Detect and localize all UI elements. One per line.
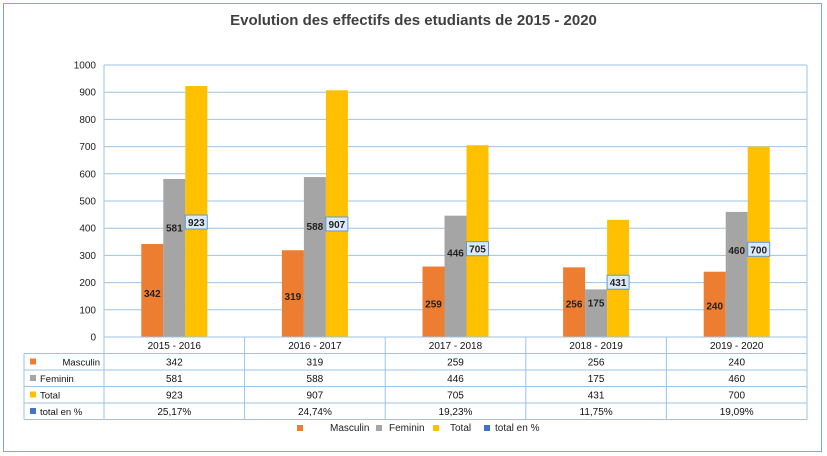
data-label: 342 [144, 289, 161, 300]
y-tick-label: 300 [79, 251, 96, 262]
bar-masculin [141, 243, 164, 337]
y-tick-label: 600 [79, 169, 96, 180]
x-category-label: 2015 - 2016 [148, 341, 202, 352]
data-label: 460 [728, 246, 745, 257]
bar-feminin [303, 177, 326, 337]
y-tick-label: 200 [79, 278, 96, 289]
table-cell: 581 [166, 374, 183, 385]
table-cell: 588 [307, 374, 324, 385]
y-tick-label: 800 [79, 115, 96, 126]
data-label: 446 [447, 249, 464, 260]
table-cell: 446 [447, 374, 464, 385]
table-cell: 319 [307, 358, 324, 369]
legend-label: Masculin [330, 423, 369, 434]
table-cell: 460 [728, 374, 745, 385]
table-cell: 25,17% [157, 407, 191, 418]
x-category-label: 2016 - 2017 [288, 341, 342, 352]
x-category-label: 2018 - 2019 [569, 341, 623, 352]
data-label: 319 [285, 292, 302, 303]
table-legend-key [30, 408, 36, 414]
bar-masculin [422, 266, 445, 337]
table-cell: 240 [728, 358, 745, 369]
y-tick-label: 100 [79, 305, 96, 316]
legend-label: total en % [495, 423, 540, 434]
legend-swatch [376, 425, 382, 431]
table-cell: 11,75% [580, 407, 613, 418]
x-category-label: 2019 - 2020 [710, 341, 764, 352]
table-cell: 700 [728, 391, 745, 402]
bar-feminin [585, 289, 608, 337]
legend-swatch [433, 425, 439, 431]
y-tick-label: 400 [79, 224, 96, 235]
table-cell: 705 [447, 391, 464, 402]
table-cell: 19,09% [720, 407, 754, 418]
legend-swatch [484, 425, 490, 431]
table-cell: 342 [166, 358, 183, 369]
bar-total [747, 146, 770, 337]
table-legend-key [30, 375, 36, 381]
y-tick-label: 1000 [74, 61, 97, 72]
data-label: 705 [469, 245, 486, 256]
data-label: 431 [610, 278, 627, 289]
data-label-box [184, 214, 208, 230]
table-cell: 907 [307, 391, 324, 402]
data-label: 588 [307, 222, 324, 233]
data-label-box [466, 241, 489, 257]
y-tick-label: 900 [79, 88, 96, 99]
bar-total [325, 90, 348, 338]
table-cell: 175 [588, 374, 605, 385]
table-row-header: total en % [40, 407, 83, 418]
table-cell: 24,74% [298, 407, 332, 418]
bar-total [185, 85, 208, 337]
table-cell: 431 [588, 391, 605, 402]
table-cell: 259 [447, 358, 464, 369]
bar-masculin [563, 267, 586, 337]
bar-masculin [703, 271, 726, 337]
table-legend-key [30, 358, 36, 365]
y-tick-label: 700 [79, 142, 96, 153]
table-cell: 256 [588, 358, 605, 369]
bar-masculin [281, 250, 304, 337]
x-category-label: 2017 - 2018 [429, 341, 483, 352]
data-label: 175 [588, 299, 605, 310]
data-label: 259 [425, 299, 442, 310]
legend-label: Feminin [389, 423, 425, 434]
table-cell: 923 [166, 391, 183, 402]
y-tick-label: 500 [79, 197, 96, 208]
data-label: 923 [188, 218, 205, 229]
data-label: 256 [566, 300, 583, 311]
data-label-box [606, 274, 630, 290]
y-tick-label: 0 [90, 333, 96, 344]
legend-label: Total [450, 423, 471, 434]
data-label-box [747, 241, 771, 257]
data-label: 700 [750, 245, 767, 256]
table-row-header: Total [40, 391, 60, 402]
bar-feminin [163, 178, 186, 337]
data-label: 240 [706, 302, 723, 313]
table-row-header: Masculin [63, 358, 101, 369]
data-label: 581 [166, 224, 183, 235]
table-cell: 19,23% [439, 407, 473, 418]
table-row-header: Feminin [40, 374, 74, 385]
data-label-box [325, 216, 349, 232]
bar-feminin [725, 211, 748, 337]
bar-total [466, 145, 489, 337]
bar-feminin [444, 215, 467, 337]
table-legend-key [30, 391, 36, 398]
legend-swatch [297, 425, 303, 431]
chart-title: Evolution des effectifs des etudiants de… [230, 12, 597, 29]
chart-frame [3, 3, 822, 452]
data-label: 907 [329, 220, 346, 231]
